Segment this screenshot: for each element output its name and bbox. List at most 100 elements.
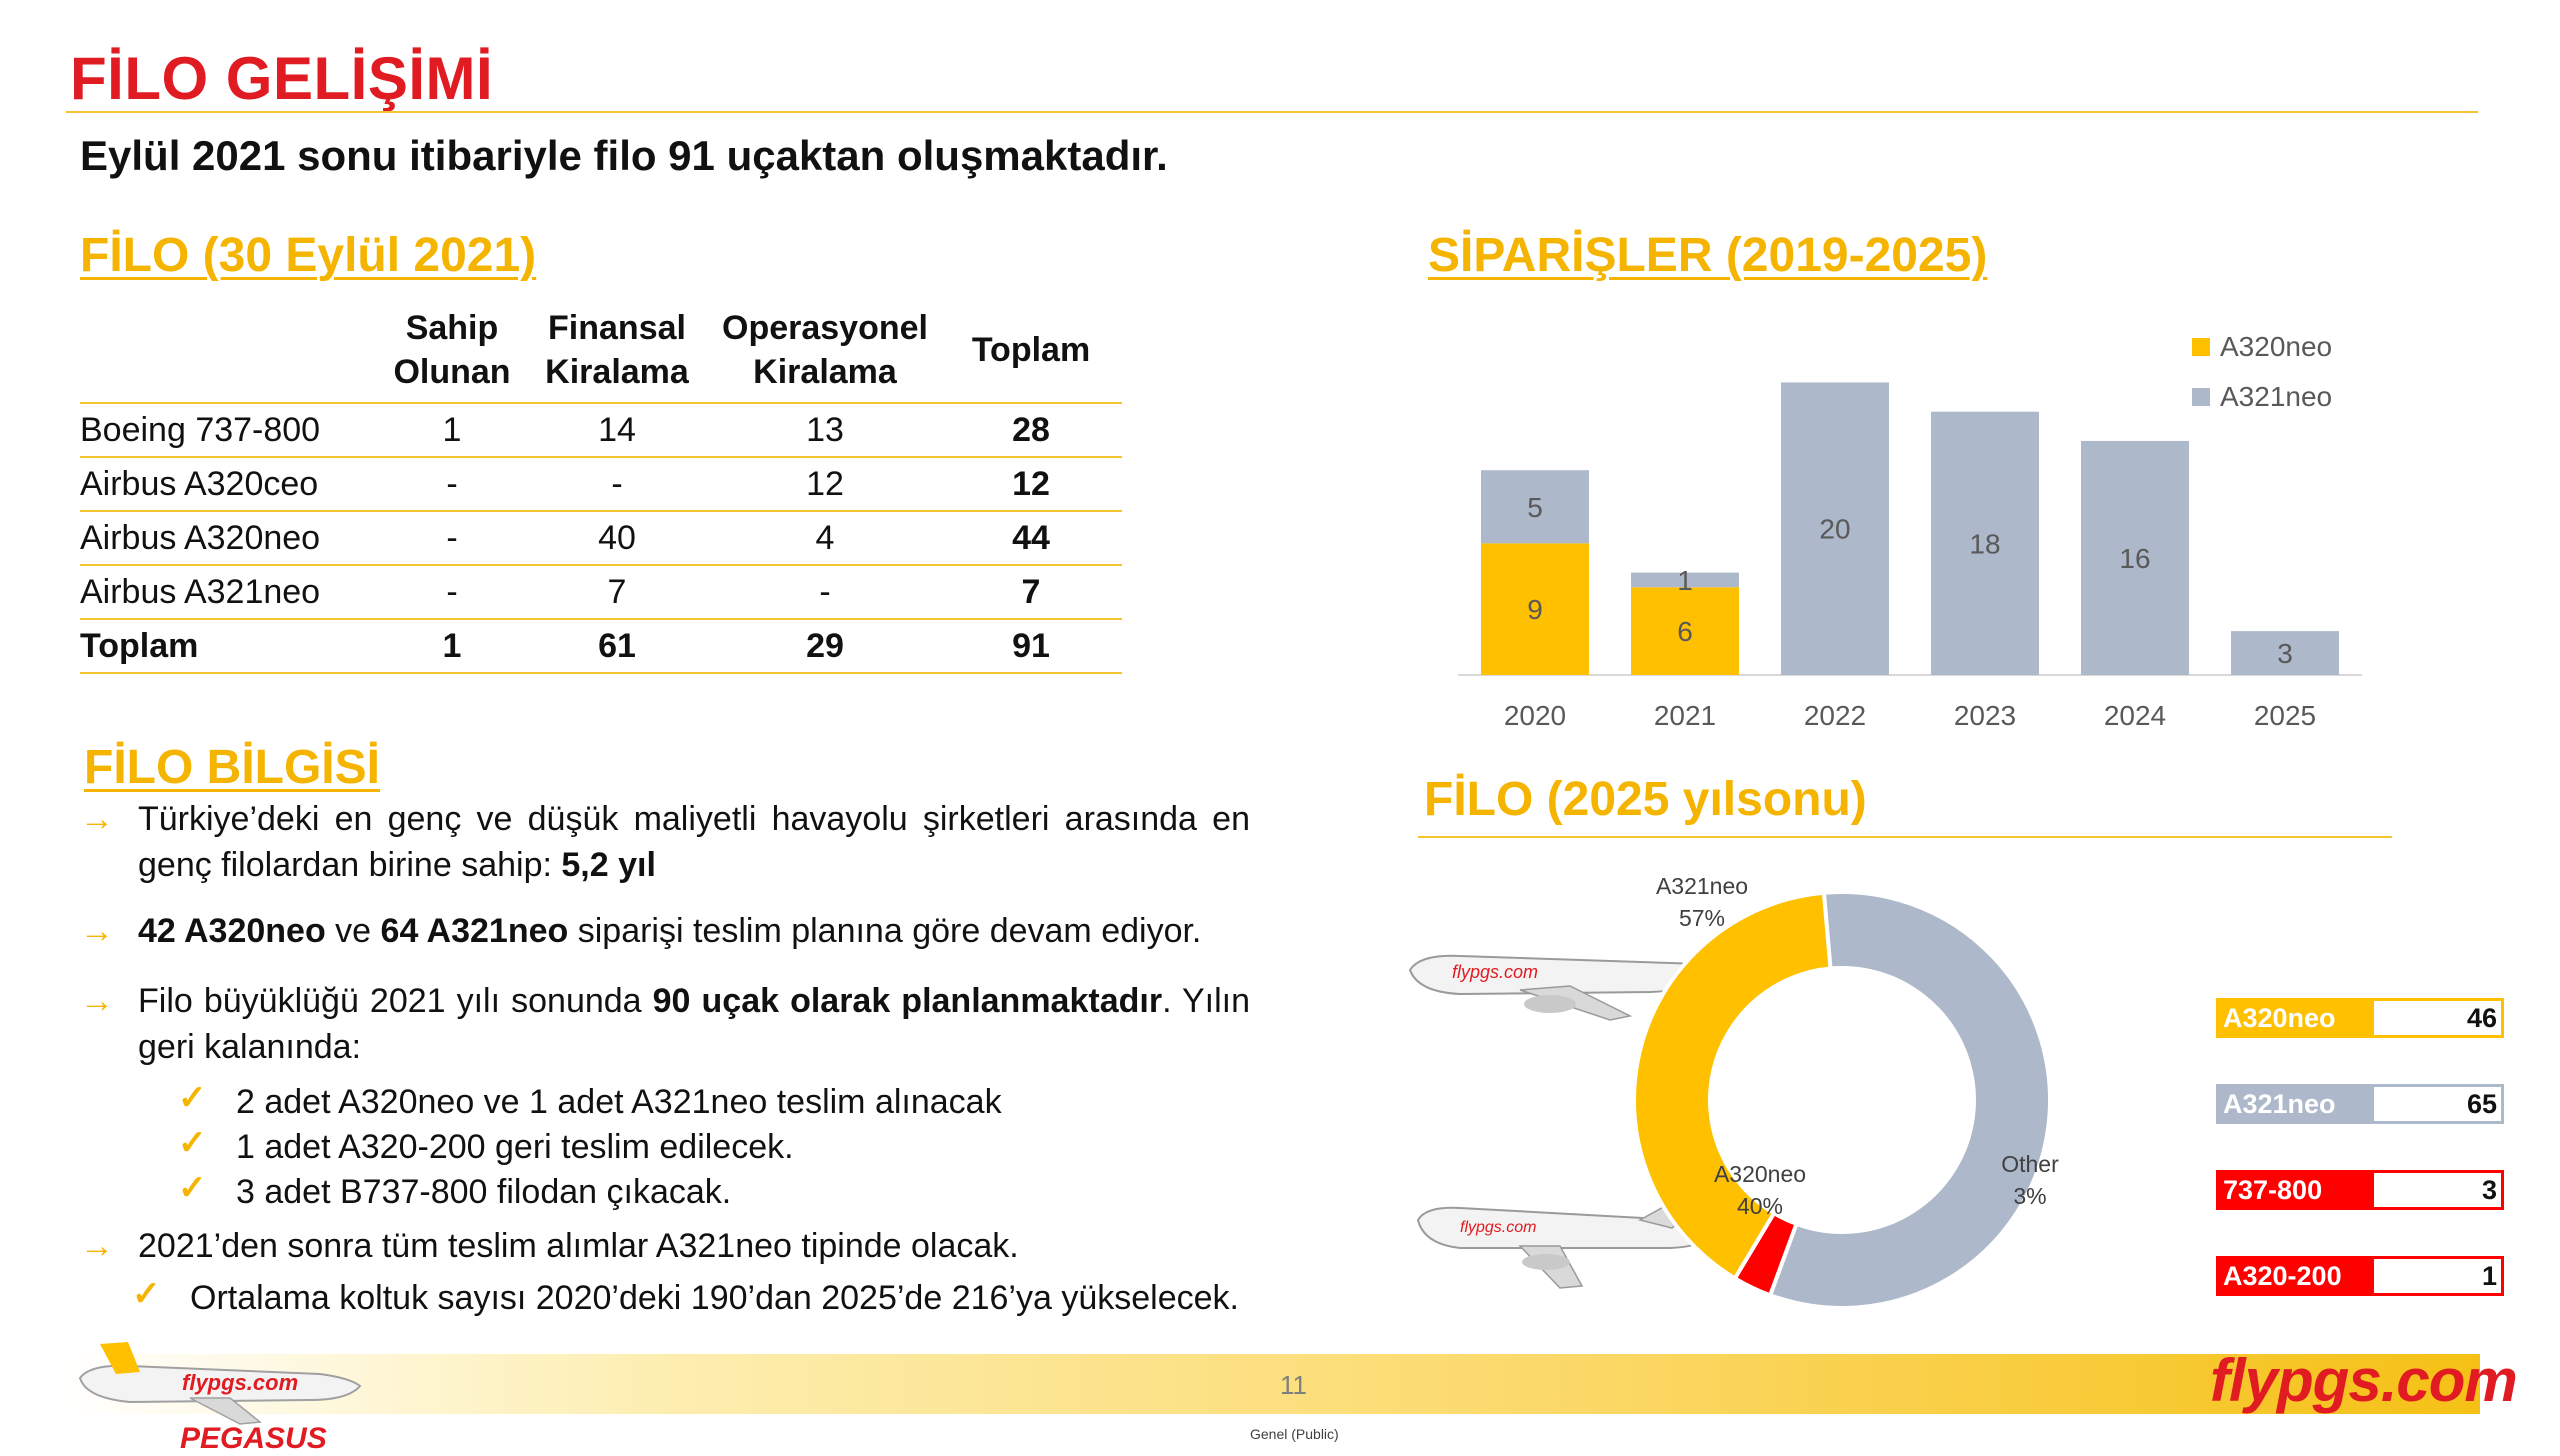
col-header-line1: Finansal [548,309,686,347]
bar-a321neo-2020 [1481,470,1589,544]
bullet-item: → Türkiye’deki en genç ve düşük maliyetl… [80,796,1250,888]
bar-value-label: 18 [1969,528,2000,559]
row-label: Airbus A320neo [80,511,380,566]
fleet-table-header-row: Sahip Olunan Finansal Kiralama Operasyonel… [80,306,1122,404]
arrow-icon: → [80,982,114,1020]
row-label: Airbus A321neo [80,565,380,620]
fleet-table-heading: FİLO (30 Eylül 2021) [80,229,537,282]
arrow-icon: → [80,912,114,950]
sub-bullet-item: ✓ 2 adet A320neo ve 1 adet A321neo tesli… [80,1079,1250,1125]
bullet-item: → Filo büyüklüğü 2021 yılı sonunda 90 uç… [80,978,1250,1070]
pegasus-logo-text: PEGASUS [180,1422,327,1455]
title-divider [66,111,2478,113]
table-cell: 1 [380,619,524,674]
table-cell: - [380,457,524,512]
page-subtitle: Eylül 2021 sonu itibariyle filo 91 uçakt… [80,132,1168,179]
fleet-box-value: 3 [2374,1173,2501,1207]
page-number: 11 [1280,1370,1307,1400]
col-header-operating-lease: Operasyonel Kiralama [710,306,940,404]
x-tick-label: 2025 [2254,700,2316,731]
arrow-icon: → [80,800,114,838]
fleet-box-label: A321neo [2219,1087,2374,1121]
flypgs-logo: flypgs.com [2210,1347,2518,1414]
sub-bullet-item: ✓ 3 adet B737-800 filodan çıkacak. [80,1169,1250,1215]
arrow-icon: → [80,1227,114,1265]
table-cell: 29 [710,619,940,674]
fleet-box-label: A320neo [2219,1001,2374,1035]
fleet-box-a320neo: A320neo 46 [2216,998,2504,1038]
fleet-box-737-800: 737-800 3 [2216,1170,2504,1210]
classification-footnote: Genel (Public) [1250,1426,1339,1442]
table-cell: 40 [524,511,710,566]
bar-value-label: 1 [1677,565,1693,596]
bullet-item: → 42 A320neo ve 64 A321neo siparişi tesl… [80,908,1250,954]
fleet-box-value: 1 [2374,1259,2501,1293]
bar-value-label: 9 [1527,594,1543,625]
fleet-2025-donut-chart: A321neo 57% Other 3% A320neo 40% [1632,873,2059,1310]
fleet-box-a321neo: A321neo 65 [2216,1084,2504,1124]
table-cell: - [380,511,524,566]
page-title: FİLO GELİŞİMİ [70,45,494,112]
bar-a320neo-2020 [1481,543,1589,675]
table-row: Airbus A320ceo - - 12 12 [80,457,1122,512]
row-label: Boeing 737-800 [80,403,380,458]
table-cell: - [710,565,940,620]
donut-label-name: A320neo [1714,1161,1806,1187]
donut-slice-a321neo [1767,890,2052,1310]
table-cell: 1 [380,403,524,458]
fleet-2025-heading: FİLO (2025 yılsonu) [1424,773,1867,826]
fleet-table-corner [80,306,380,404]
table-cell-total: 44 [940,511,1122,566]
footer-band [60,1354,2480,1414]
aircraft-image-top: flypgs.com [1408,928,1752,1021]
legend-label: A320neo [2220,331,2333,362]
fleet-box-label: 737-800 [2219,1173,2374,1207]
bullet-text: ve [325,912,381,950]
svg-text:flypgs.com: flypgs.com [1460,1219,1536,1236]
legend-swatch [2192,338,2210,356]
sub-bullet-item: ✓ 1 adet A320-200 geri teslim edilecek. [80,1124,1250,1170]
fleet-info-bullets: → Türkiye’deki en genç ve düşük maliyetl… [80,796,1250,1321]
row-label: Toplam [80,619,380,674]
svg-text:flypgs.com: flypgs.com [1452,962,1538,982]
row-label: Airbus A320ceo [80,457,380,512]
orders-heading: SİPARİŞLER (2019-2025) [1428,229,1988,282]
x-tick-label: 2024 [2104,700,2166,731]
legend-label: A321neo [2220,381,2333,412]
table-cell: 7 [524,565,710,620]
x-tick-label: 2021 [1654,700,1716,731]
x-tick-label: 2023 [1954,700,2016,731]
donut-label-pct: 40% [1737,1193,1783,1219]
col-header-line1: Sahip [405,309,499,347]
bar-a320neo-2021 [1631,587,1739,675]
bullet-text: 2021’den sonra tüm teslim alımlar A321ne… [138,1227,1019,1265]
donut-label-pct: 57% [1679,905,1725,931]
table-cell: 4 [710,511,940,566]
bullet-bold: 5,2 yıl [561,846,656,884]
bullet-item: → 2021’den sonra tüm teslim alımlar A321… [80,1223,1250,1269]
legend-item: A320neo [2192,322,2332,372]
table-row: Airbus A320neo - 40 4 44 [80,511,1122,566]
pegasus-aircraft-logo: flypgs.com [78,1342,362,1425]
bar-value-label: 5 [1527,492,1543,523]
table-cell: 12 [710,457,940,512]
bar-value-label: 16 [2119,543,2150,574]
fleet-box-value: 46 [2374,1001,2501,1035]
sub-bullet-text: 3 adet B737-800 filodan çıkacak. [236,1173,732,1211]
col-header-line1: Operasyonel [722,309,928,347]
sub-bullet-text: 2 adet A320neo ve 1 adet A321neo teslim … [236,1083,1002,1121]
x-tick-label: 2022 [1804,700,1866,731]
col-header-line2: Kiralama [545,353,689,391]
table-cell-total: 28 [940,403,1122,458]
bar-a321neo-2021 [1631,572,1739,588]
col-header-line2: Kiralama [753,353,897,391]
svg-text:flypgs.com: flypgs.com [182,1370,298,1395]
col-header-line2: Olunan [393,353,511,391]
bar-value-label: 20 [1819,514,1850,545]
col-header-owned: Sahip Olunan [380,306,524,404]
bullet-bold: 64 A321neo [380,912,569,950]
fleet-2025-divider [1418,836,2392,838]
bar-value-label: 3 [2277,638,2293,669]
check-icon: ✓ [178,1169,207,1207]
table-cell: 14 [524,403,710,458]
